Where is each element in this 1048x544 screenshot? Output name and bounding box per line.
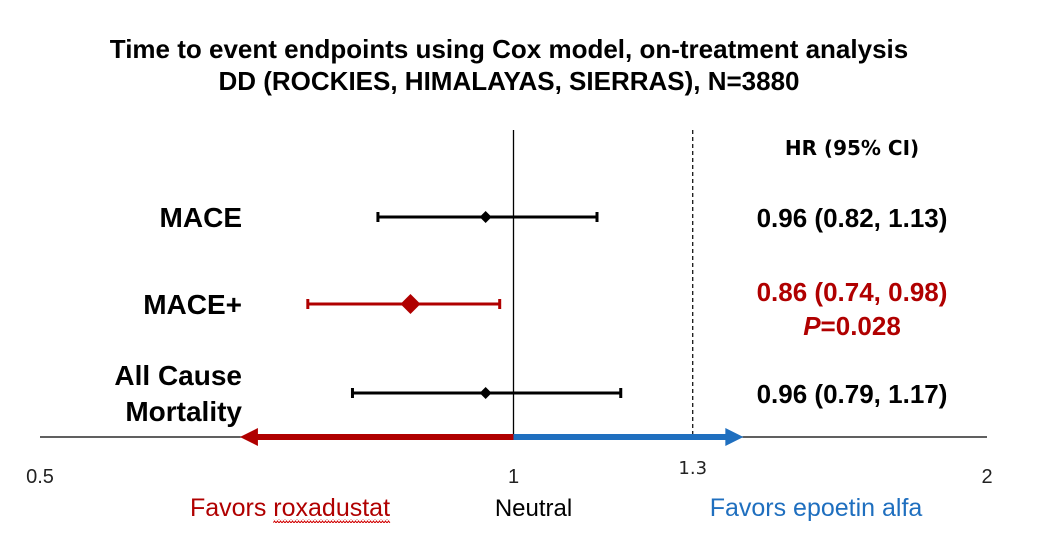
hr-point-diamond: [479, 211, 492, 223]
row-label: All Cause: [114, 360, 242, 391]
p-value-prefix: P: [803, 311, 821, 341]
neutral-label: Neutral: [495, 495, 572, 522]
x-tick-label: 0.5: [26, 466, 54, 488]
forest-row: MACE 0.96 (0.82, 1.13): [160, 202, 948, 233]
row-label: MACE: [160, 202, 242, 233]
favors-left-drug: roxadustat: [273, 494, 390, 522]
favors-left-prefix: Favors: [190, 494, 273, 522]
hr-point-diamond: [400, 294, 421, 314]
forest-row: MACE+ 0.86 (0.74, 0.98) P=0.028: [143, 277, 947, 341]
forest-row: All Cause Mortality 0.96 (0.79, 1.17): [114, 360, 947, 427]
row-label: MACE+: [143, 289, 242, 320]
x-tick-label: 1.3: [678, 458, 707, 479]
chart-title-line: Time to event endpoints using Cox model,…: [110, 34, 908, 64]
favors-right-label: Favors epoetin alfa: [710, 494, 923, 522]
x-tick-label: 1: [508, 466, 519, 488]
chart-title-line: DD (ROCKIES, HIMALAYAS, SIERRAS), N=3880: [218, 66, 799, 96]
hr-ci-value: 0.96 (0.79, 1.17): [757, 379, 948, 409]
favor-left-arrow-head: [239, 428, 258, 446]
p-value: P=0.028: [803, 311, 901, 341]
hr-point-diamond: [479, 387, 492, 399]
spellcheck-underline: [273, 519, 391, 523]
x-tick-label: 2: [981, 466, 992, 488]
hr-ci-value: 0.86 (0.74, 0.98): [757, 277, 948, 307]
p-value-number: =0.028: [821, 311, 901, 341]
row-label: Mortality: [125, 396, 242, 427]
hr-ci-header: HR (95% CI): [785, 136, 919, 160]
favors-left-label: Favors roxadustat: [190, 494, 390, 522]
hr-ci-value: 0.96 (0.82, 1.13): [757, 203, 948, 233]
favor-right-arrow-head: [725, 428, 744, 446]
